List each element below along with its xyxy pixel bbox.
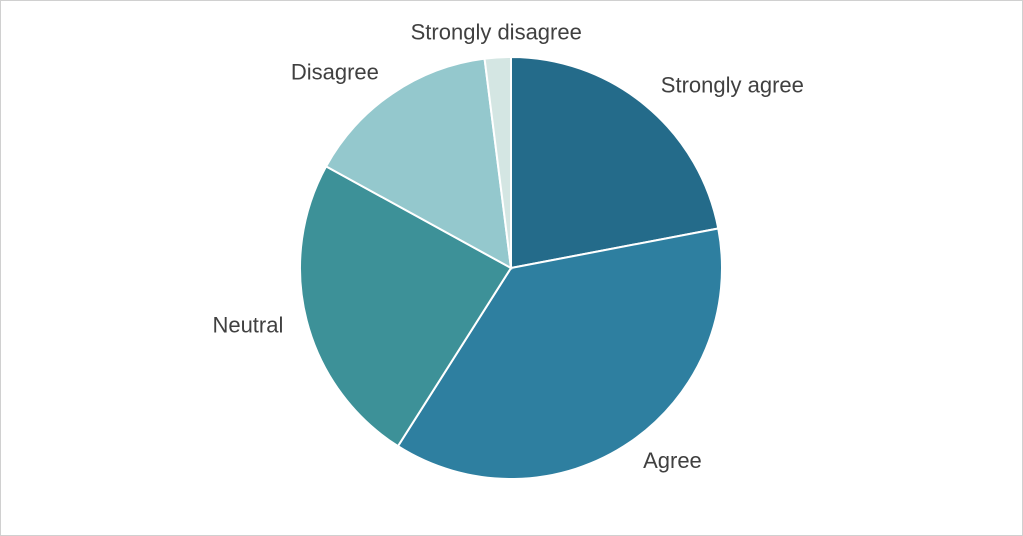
pie-slice [299,164,513,448]
pie-slice [396,227,723,480]
slice-label: Strongly disagree [411,19,582,44]
pie-slice [324,57,513,270]
slice-label: Neutral [212,312,283,337]
slice-label: Disagree [291,59,379,84]
pie-slice [483,55,512,269]
slice-label: Agree [643,448,702,473]
pie-slice [510,55,720,270]
slice-label: Strongly agree [661,73,804,98]
